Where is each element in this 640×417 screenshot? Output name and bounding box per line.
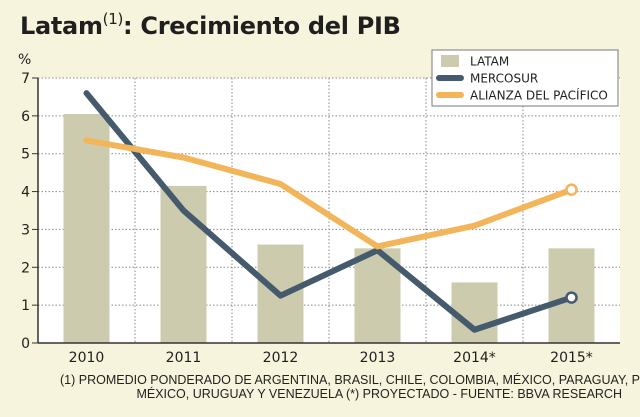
title-superscript: (1): [102, 10, 124, 28]
series-end-marker-mercosur: [565, 291, 578, 304]
y-tick-label: 0: [21, 336, 30, 352]
x-tick-label: 2011: [166, 350, 202, 366]
series-line-alianza: [83, 137, 575, 250]
legend-swatch-latam: [441, 55, 459, 67]
x-tick-labels: 2010 2011 2012 2013 2014* 2015*: [69, 350, 593, 366]
title-rest: : Crecimiento del PIB: [123, 12, 401, 40]
legend: LATAM MERCOSUR ALIANZA DEL PACÍFICO: [431, 49, 619, 107]
series-lines: [83, 90, 578, 333]
x-tick-label: 2013: [360, 350, 396, 366]
bar-latam: [451, 282, 498, 343]
bar-latam: [63, 113, 110, 343]
x-tick-label: 2010: [69, 350, 105, 366]
legend-label-alianza: ALIANZA DEL PACÍFICO: [470, 88, 608, 103]
bars: [63, 113, 595, 343]
grid-lines: [38, 77, 620, 343]
y-tick-label: 3: [21, 222, 30, 238]
legend-label-mercosur: MERCOSUR: [470, 72, 538, 86]
footnote: (1) PROMEDIO PONDERADO DE ARGENTINA, BRA…: [60, 373, 640, 401]
y-tick-label: 2: [21, 260, 30, 276]
y-tick-label: 5: [21, 147, 30, 163]
y-tick-labels: 0 1 2 3 4 5 6 7: [21, 71, 30, 352]
y-tick-label: 6: [21, 109, 30, 125]
y-tick-label: 4: [21, 185, 30, 201]
chart-title: Latam(1): Crecimiento del PIB: [20, 10, 401, 40]
y-axis-label: %: [18, 52, 31, 68]
x-tick-label: 2015*: [550, 350, 593, 366]
series-end-marker-alianza: [565, 183, 578, 196]
y-tick-label: 1: [21, 298, 30, 314]
y-tick-label: 7: [21, 71, 30, 87]
footnote-line-1: (1) PROMEDIO PONDERADO DE ARGENTINA, BRA…: [60, 373, 640, 387]
footnote-line-2: MÉXICO, URUGUAY Y VENEZUELA (*) PROYECTA…: [136, 387, 622, 401]
legend-label-latam: LATAM: [470, 55, 509, 69]
series-line-mercosur: [83, 90, 575, 333]
x-tick-label: 2014*: [453, 350, 496, 366]
title-main: Latam: [20, 12, 103, 40]
x-tick-label: 2012: [263, 350, 299, 366]
axes: [32, 77, 620, 344]
